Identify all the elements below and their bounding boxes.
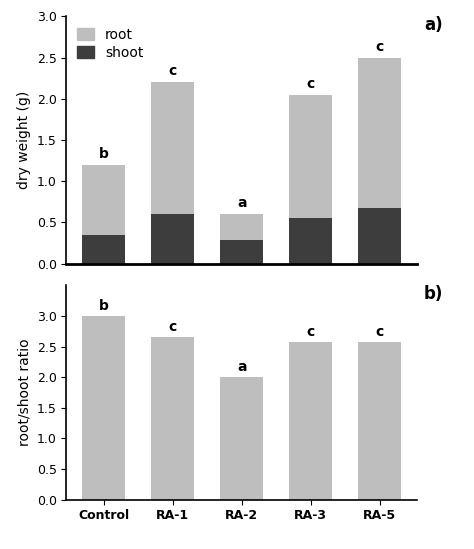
Text: a: a (237, 196, 246, 210)
Bar (220, 377, 263, 500)
Bar (289, 94, 332, 218)
Legend: root, shoot: root, shoot (73, 24, 148, 64)
Bar (151, 82, 194, 214)
Bar (220, 240, 263, 264)
Text: c: c (169, 64, 177, 79)
Bar (82, 235, 125, 264)
Bar (289, 218, 332, 264)
Text: c: c (307, 76, 315, 91)
Text: b: b (99, 299, 109, 313)
Y-axis label: root/shoot ratio: root/shoot ratio (17, 339, 31, 446)
Bar (82, 165, 125, 235)
Bar (358, 58, 401, 208)
Bar (358, 342, 401, 500)
Text: c: c (376, 40, 384, 54)
Bar (220, 214, 263, 240)
Text: b: b (99, 147, 109, 160)
Y-axis label: dry weight (g): dry weight (g) (17, 91, 31, 189)
Bar (151, 214, 194, 264)
Text: c: c (307, 324, 315, 339)
Text: c: c (376, 324, 384, 339)
Bar (82, 316, 125, 500)
Text: b): b) (424, 285, 444, 304)
Bar (289, 342, 332, 500)
Text: a): a) (424, 16, 443, 35)
Bar (358, 208, 401, 264)
Text: a: a (237, 360, 246, 374)
Text: c: c (169, 321, 177, 334)
Bar (151, 338, 194, 500)
